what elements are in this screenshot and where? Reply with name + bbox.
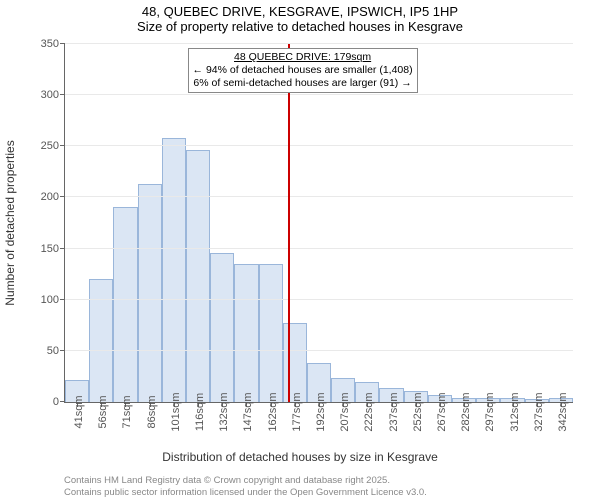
ytick-label: 350 — [41, 38, 59, 50]
bar — [283, 323, 307, 402]
ytick-mark — [60, 196, 65, 197]
annotation-line1: 48 QUEBEC DRIVE: 179sqm — [193, 51, 413, 64]
xtick-label: 86sqm — [146, 395, 158, 428]
xtick-label: 222sqm — [363, 392, 375, 431]
ytick-label: 0 — [53, 396, 59, 408]
bar — [162, 138, 186, 402]
xtick-label: 162sqm — [267, 392, 279, 431]
gridline-h — [65, 248, 573, 249]
credit-text: Contains HM Land Registry data © Crown c… — [64, 475, 427, 498]
x-axis-label: Distribution of detached houses by size … — [0, 450, 600, 464]
ytick-mark — [60, 350, 65, 351]
ytick-label: 300 — [41, 89, 59, 101]
xtick-label: 41sqm — [73, 395, 85, 428]
ytick-label: 50 — [47, 345, 59, 357]
gridline-h — [65, 145, 573, 146]
xtick-label: 237sqm — [388, 392, 400, 431]
annotation-line2: ← 94% of detached houses are smaller (1,… — [193, 64, 413, 77]
xtick-label: 327sqm — [533, 392, 545, 431]
y-axis-label: Number of detached properties — [3, 140, 17, 305]
xtick-label: 56sqm — [97, 395, 109, 428]
ytick-mark — [60, 94, 65, 95]
xtick-label: 312sqm — [509, 392, 521, 431]
ytick-mark — [60, 299, 65, 300]
bar — [210, 253, 234, 402]
ytick-label: 100 — [41, 294, 59, 306]
xtick-label: 71sqm — [121, 395, 133, 428]
page-title-line2: Size of property relative to detached ho… — [0, 19, 600, 34]
marker-line — [288, 44, 290, 402]
xtick-label: 116sqm — [194, 393, 206, 431]
xtick-label: 267sqm — [436, 392, 448, 431]
ytick-label: 150 — [41, 243, 59, 255]
xtick-label: 282sqm — [460, 392, 472, 431]
gridline-h — [65, 299, 573, 300]
xtick-label: 297sqm — [484, 392, 496, 431]
gridline-h — [65, 43, 573, 44]
gridline-h — [65, 94, 573, 95]
xtick-label: 192sqm — [315, 392, 327, 431]
xtick-label: 132sqm — [218, 392, 230, 431]
bar — [186, 150, 210, 402]
xtick-label: 207sqm — [339, 392, 351, 431]
gridline-h — [65, 350, 573, 351]
xtick-label: 147sqm — [242, 392, 254, 431]
ytick-label: 200 — [41, 191, 59, 203]
bar — [113, 207, 137, 402]
bar — [259, 264, 283, 402]
chart-plot-area: 48 QUEBEC DRIVE: 179sqm ← 94% of detache… — [64, 44, 573, 403]
credit-line1: Contains HM Land Registry data © Crown c… — [64, 475, 427, 486]
ytick-mark — [60, 145, 65, 146]
bar — [234, 264, 258, 402]
xtick-label: 342sqm — [557, 392, 569, 431]
xtick-label: 177sqm — [291, 392, 303, 431]
annotation-box: 48 QUEBEC DRIVE: 179sqm ← 94% of detache… — [188, 48, 418, 93]
bar — [89, 279, 113, 402]
gridline-h — [65, 196, 573, 197]
page-title-line1: 48, QUEBEC DRIVE, KESGRAVE, IPSWICH, IP5… — [0, 4, 600, 19]
xtick-label: 252sqm — [412, 392, 424, 431]
ytick-mark — [60, 248, 65, 249]
bar — [138, 184, 162, 402]
annotation-line3: 6% of semi-detached houses are larger (9… — [193, 77, 413, 90]
ytick-mark — [60, 43, 65, 44]
ytick-label: 250 — [41, 140, 59, 152]
credit-line2: Contains public sector information licen… — [64, 487, 427, 498]
ytick-mark — [60, 401, 65, 402]
xtick-label: 101sqm — [170, 392, 182, 431]
bars-layer — [65, 44, 573, 402]
